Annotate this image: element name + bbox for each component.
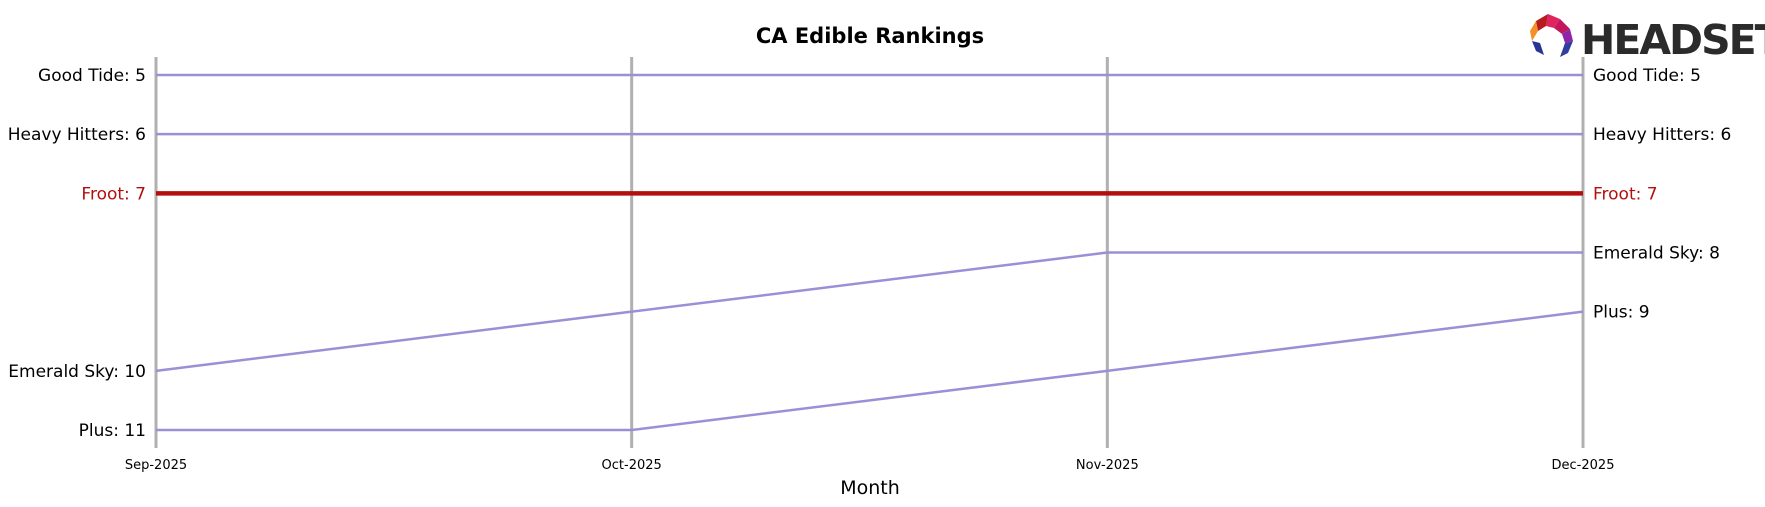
label-left-froot: Froot: 7 <box>81 184 146 204</box>
label-right-heavy-hitters: Heavy Hitters: 6 <box>1593 125 1731 145</box>
label-left-good-tide: Good Tide: 5 <box>38 66 146 86</box>
x-tick-label: Oct-2025 <box>602 458 662 473</box>
label-right-good-tide: Good Tide: 5 <box>1593 66 1701 86</box>
x-tick-label: Sep-2025 <box>125 458 187 473</box>
x-tick-label: Nov-2025 <box>1076 458 1139 473</box>
label-right-froot: Froot: 7 <box>1593 184 1658 204</box>
label-left-emerald-sky: Emerald Sky: 10 <box>8 362 146 382</box>
headset-hexagon-logo-icon <box>1530 14 1573 57</box>
label-right-emerald-sky: Emerald Sky: 8 <box>1593 244 1720 264</box>
series-line-plus <box>156 310 1584 432</box>
label-left-plus: Plus: 11 <box>79 421 146 441</box>
rank-labels: Good Tide: 5 Good Tide: 5 Heavy Hitters: 6… <box>8 66 1732 441</box>
headset-logo: HEADSET <box>1530 14 1765 64</box>
label-right-plus: Plus: 9 <box>1593 303 1650 323</box>
x-tick-label: Dec-2025 <box>1552 458 1615 473</box>
label-left-heavy-hitters: Heavy Hitters: 6 <box>8 125 146 145</box>
series-line-emerald-sky <box>155 251 1583 373</box>
x-tick-labels: Sep-2025 Oct-2025 Nov-2025 Dec-2025 <box>125 458 1615 473</box>
chart-title: CA Edible Rankings <box>756 24 984 48</box>
x-axis-title: Month <box>840 477 900 499</box>
series-lines <box>155 73 1584 432</box>
logo-wordmark: HEADSET <box>1581 16 1765 64</box>
